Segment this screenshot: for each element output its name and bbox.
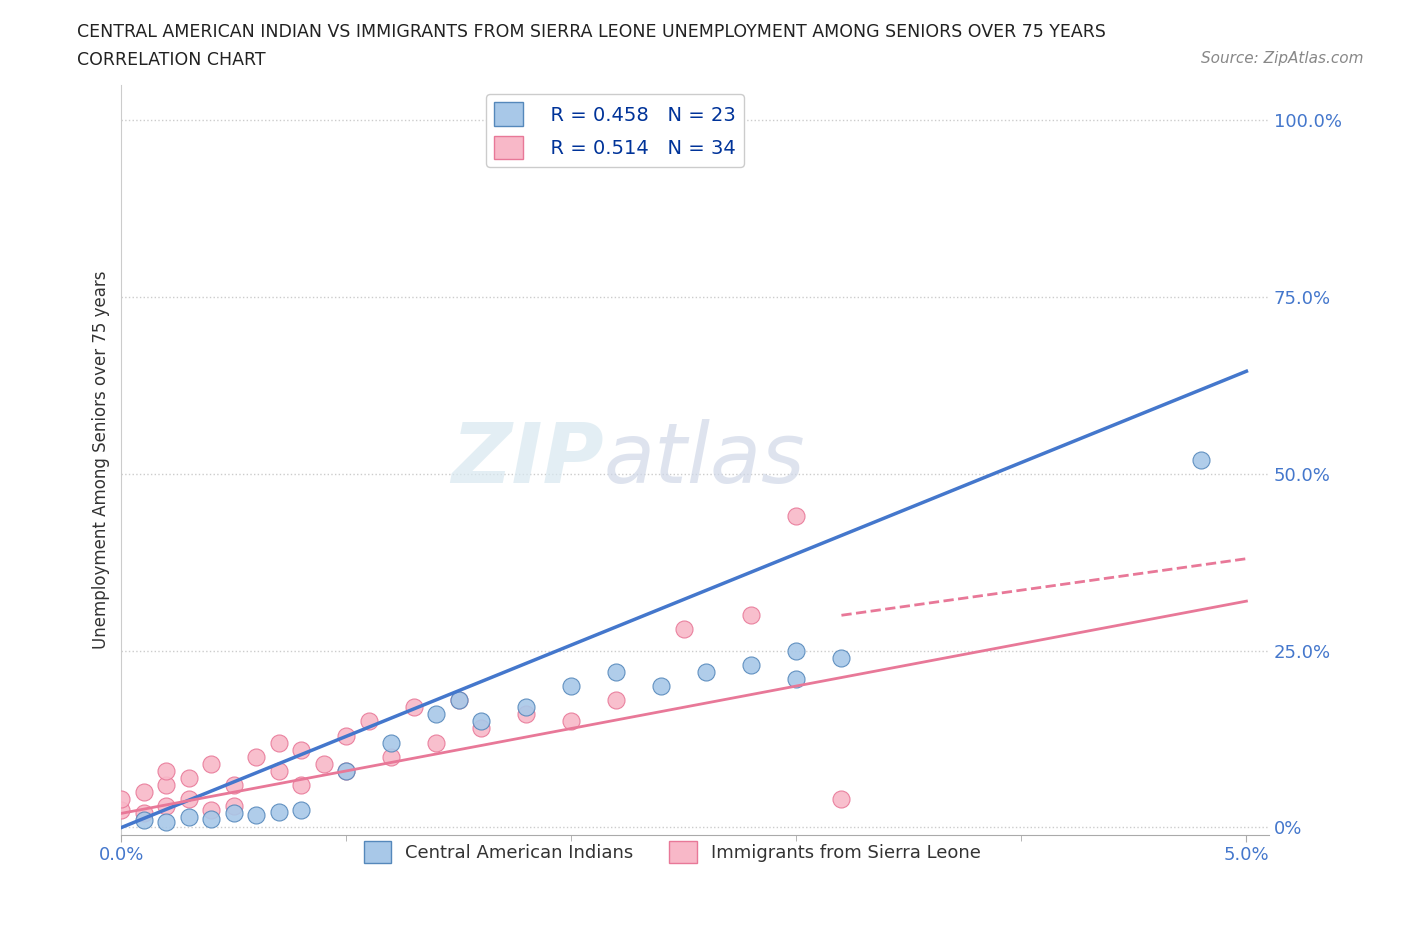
Point xyxy=(740,658,762,672)
Point xyxy=(267,804,290,819)
Point xyxy=(1191,452,1213,467)
Point xyxy=(155,799,177,814)
Point xyxy=(830,791,852,806)
Point xyxy=(290,742,312,757)
Point xyxy=(267,735,290,750)
Point xyxy=(785,671,807,686)
Point xyxy=(155,764,177,778)
Point xyxy=(402,699,425,714)
Point xyxy=(177,771,200,786)
Point xyxy=(245,807,267,822)
Point xyxy=(560,714,582,729)
Point xyxy=(380,735,402,750)
Point xyxy=(312,756,335,771)
Point xyxy=(425,735,447,750)
Point xyxy=(515,707,537,722)
Text: CENTRAL AMERICAN INDIAN VS IMMIGRANTS FROM SIERRA LEONE UNEMPLOYMENT AMONG SENIO: CENTRAL AMERICAN INDIAN VS IMMIGRANTS FR… xyxy=(77,23,1107,41)
Point xyxy=(132,785,155,800)
Point xyxy=(132,813,155,828)
Point xyxy=(155,815,177,830)
Point xyxy=(425,707,447,722)
Point xyxy=(290,803,312,817)
Point xyxy=(335,728,357,743)
Point xyxy=(177,809,200,824)
Point xyxy=(380,750,402,764)
Point xyxy=(650,679,672,694)
Text: atlas: atlas xyxy=(603,419,806,500)
Point xyxy=(785,509,807,524)
Point xyxy=(470,714,492,729)
Y-axis label: Unemployment Among Seniors over 75 years: Unemployment Among Seniors over 75 years xyxy=(93,271,110,649)
Point xyxy=(447,693,470,708)
Point xyxy=(132,806,155,821)
Point xyxy=(695,664,717,679)
Point xyxy=(110,791,132,806)
Point xyxy=(357,714,380,729)
Point xyxy=(335,764,357,778)
Point xyxy=(222,777,245,792)
Point xyxy=(785,644,807,658)
Point xyxy=(222,806,245,821)
Point xyxy=(267,764,290,778)
Point xyxy=(222,799,245,814)
Point xyxy=(245,750,267,764)
Point xyxy=(200,756,222,771)
Point xyxy=(560,679,582,694)
Point xyxy=(470,721,492,736)
Point xyxy=(200,803,222,817)
Text: ZIP: ZIP xyxy=(451,419,603,500)
Point xyxy=(740,608,762,623)
Point xyxy=(830,650,852,665)
Point xyxy=(605,664,627,679)
Point xyxy=(155,777,177,792)
Point xyxy=(605,693,627,708)
Point xyxy=(447,693,470,708)
Text: CORRELATION CHART: CORRELATION CHART xyxy=(77,51,266,69)
Legend: Central American Indians, Immigrants from Sierra Leone: Central American Indians, Immigrants fro… xyxy=(356,834,988,870)
Point xyxy=(672,622,695,637)
Point xyxy=(335,764,357,778)
Point xyxy=(177,791,200,806)
Point xyxy=(200,812,222,827)
Text: Source: ZipAtlas.com: Source: ZipAtlas.com xyxy=(1201,51,1364,66)
Point xyxy=(110,803,132,817)
Point xyxy=(515,699,537,714)
Point xyxy=(290,777,312,792)
